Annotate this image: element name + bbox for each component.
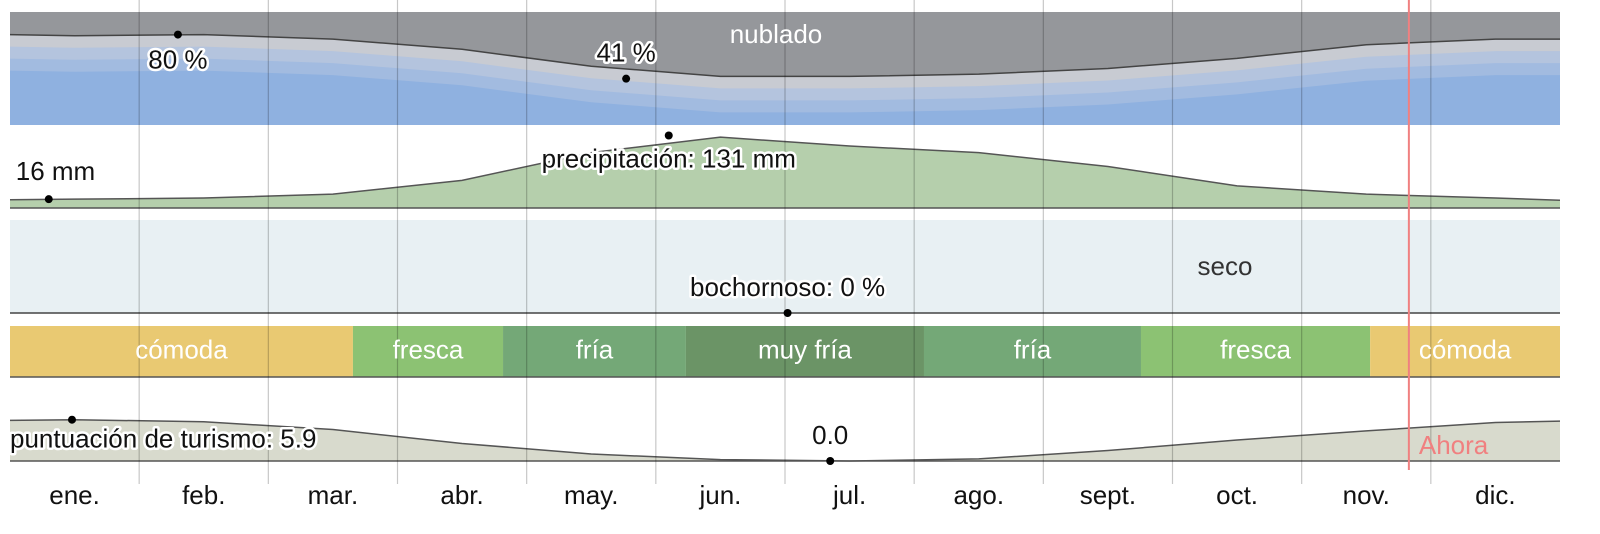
month-label: feb. <box>182 480 225 510</box>
annotation-dot <box>826 457 835 465</box>
comfort-label: fresca <box>1220 334 1291 364</box>
comfort-band <box>685 326 924 377</box>
month-label: mar. <box>308 480 359 510</box>
comfort-label: fría <box>1014 334 1052 364</box>
month-label: abr. <box>440 480 483 510</box>
annotation-label: 41 % <box>596 38 655 68</box>
annotation-label: precipitación: 131 mm <box>542 143 796 173</box>
panel-title: nublado <box>730 19 823 49</box>
comfort-label: fresca <box>393 334 464 364</box>
annotation-label: puntuación de turismo: 5.9 <box>10 424 316 454</box>
area <box>10 419 1560 461</box>
month-label: nov. <box>1343 480 1390 510</box>
comfort-label: fría <box>576 334 614 364</box>
annotation-dot <box>44 195 53 204</box>
cloud-clear <box>10 70 1560 125</box>
month-label: ene. <box>49 480 100 510</box>
cloud-line <box>9 33 1560 78</box>
comfort-band <box>1370 326 1560 377</box>
annotation-label: 16 mm <box>16 156 95 186</box>
now-label: Ahora <box>1419 430 1489 460</box>
month-label: dic. <box>1475 480 1515 510</box>
area <box>10 137 1560 208</box>
annotation-dot <box>664 131 673 140</box>
comfort-band <box>10 326 353 377</box>
month-label: jun. <box>698 480 741 510</box>
comfort-band <box>503 326 686 377</box>
annotation-dot <box>68 415 76 424</box>
comfort-band <box>352 326 504 377</box>
humidity-bg <box>10 220 1560 313</box>
comfort-label: muy fría <box>758 334 852 364</box>
month-label: oct. <box>1216 480 1258 510</box>
month-label: ago. <box>953 480 1004 510</box>
panel-title: seco <box>1198 251 1253 281</box>
month-label: sept. <box>1080 480 1136 510</box>
month-label: jul. <box>832 480 866 510</box>
annotation-label: bochornoso: 0 % <box>690 272 885 302</box>
comfort-band <box>1140 326 1371 377</box>
month-label: may. <box>564 480 618 510</box>
annotation-label: 0.0 <box>812 420 848 450</box>
annotation-dot <box>622 74 631 83</box>
annotation-dot <box>173 30 182 39</box>
comfort-label: cómoda <box>135 334 228 364</box>
annotation-dot <box>783 309 792 317</box>
comfort-label: cómoda <box>1419 334 1512 364</box>
annotation-label: 80 % <box>148 44 207 74</box>
comfort-band <box>923 326 1141 377</box>
area-line <box>9 136 1561 202</box>
